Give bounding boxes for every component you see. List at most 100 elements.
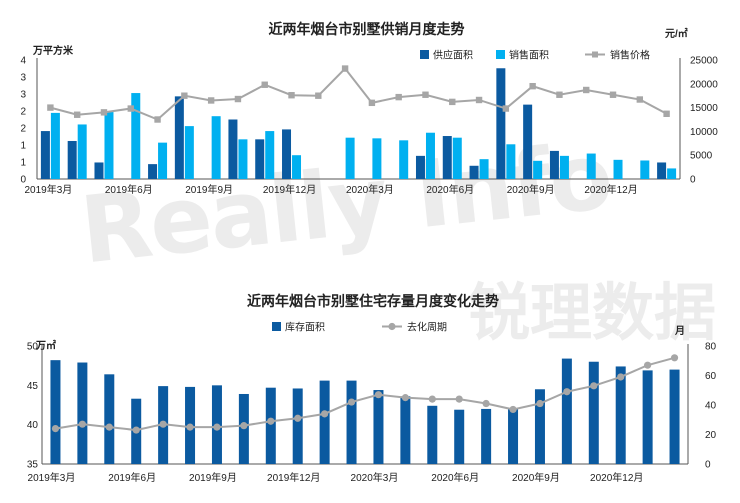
line-point xyxy=(261,81,268,88)
bar-sales xyxy=(158,142,168,179)
line-point xyxy=(154,116,161,123)
series-line xyxy=(50,67,668,121)
x-axis-tick-label: 2019年6月 xyxy=(108,471,156,484)
right-axis-unit: 月 xyxy=(674,325,685,337)
line-point xyxy=(590,382,598,390)
bar-inventory xyxy=(265,387,276,464)
right-axis-tick-label: 60 xyxy=(705,371,717,382)
line-point xyxy=(609,91,617,98)
line-point xyxy=(288,92,295,99)
bar-supply xyxy=(67,140,77,179)
line-point xyxy=(159,420,167,428)
line-point xyxy=(449,98,456,106)
line-point xyxy=(374,391,383,399)
bar-sales xyxy=(613,159,623,179)
line-point xyxy=(455,395,463,403)
line-point xyxy=(395,93,402,101)
bar-supply xyxy=(549,150,559,179)
left-axis-tick-label: 4 xyxy=(20,56,26,67)
bar-sales xyxy=(184,126,194,179)
bar-inventory xyxy=(642,370,653,464)
right-axis-unit: 元/㎡ xyxy=(665,27,688,40)
chart-title: 近两年烟台市别墅供销月度走势 xyxy=(269,21,465,37)
bar-inventory xyxy=(508,408,519,464)
line-point xyxy=(644,361,652,369)
x-axis-tick-label: 2019年6月 xyxy=(105,183,153,196)
x-axis-tick-label: 2020年3月 xyxy=(351,471,399,484)
bar-sales xyxy=(345,137,355,179)
line-point xyxy=(341,65,349,72)
line-point xyxy=(563,388,571,396)
bar-sales xyxy=(452,137,462,179)
bar-sales xyxy=(425,132,435,179)
series-line xyxy=(55,356,675,432)
legend-label: 销售面积 xyxy=(509,49,549,62)
line-point xyxy=(294,414,302,422)
left-axis-unit: 万平方米 xyxy=(32,44,74,57)
line-point xyxy=(207,97,215,104)
bar-supply xyxy=(40,131,50,179)
bar-supply xyxy=(255,139,265,179)
line-point xyxy=(105,423,113,431)
left-axis-tick-label: 35 xyxy=(27,460,39,471)
legend-label: 去化周期 xyxy=(407,321,447,334)
bar-supply xyxy=(282,129,292,179)
bar-inventory xyxy=(104,374,115,464)
line-point xyxy=(51,425,60,433)
right-axis-tick-label: 80 xyxy=(705,342,717,353)
left-axis-tick-label: 50 xyxy=(27,342,39,353)
left-axis-tick-label: 2 xyxy=(20,124,26,135)
line-point xyxy=(617,373,625,381)
line-point xyxy=(132,426,140,434)
line-point xyxy=(529,82,536,90)
x-axis-tick-label: 2019年9月 xyxy=(189,471,237,484)
bar-sales xyxy=(640,160,650,179)
bar-sales xyxy=(399,140,409,179)
left-axis-tick-label: 3 xyxy=(20,90,26,101)
legend-marker xyxy=(592,51,598,58)
left-axis-unit: 万㎡ xyxy=(35,339,56,352)
x-axis-tick-label: 2019年12月 xyxy=(267,471,320,484)
x-axis-tick-label: 2020年12月 xyxy=(584,183,637,196)
right-axis-tick-label: 5000 xyxy=(690,151,713,162)
bar-supply xyxy=(657,162,667,179)
bar-inventory xyxy=(534,389,545,464)
bar-supply xyxy=(496,68,506,179)
x-axis-tick-label: 2020年9月 xyxy=(507,183,555,196)
bar-supply xyxy=(94,162,104,179)
x-axis-tick-label: 2020年6月 xyxy=(426,183,474,196)
bar-inventory xyxy=(454,409,465,464)
line-point xyxy=(368,99,376,107)
right-axis-tick-label: 10000 xyxy=(690,127,718,138)
line-point xyxy=(502,105,510,112)
bar-sales xyxy=(667,168,677,179)
bar-supply xyxy=(228,119,238,179)
bar-inventory xyxy=(481,408,492,464)
line-point xyxy=(267,417,275,425)
bar-inventory xyxy=(319,380,330,464)
bar-supply xyxy=(415,155,425,179)
line-point xyxy=(347,398,356,406)
line-point xyxy=(401,394,409,402)
right-axis-tick-label: 40 xyxy=(705,401,717,412)
line-point xyxy=(78,420,86,428)
bar-inventory xyxy=(346,380,357,464)
bar-supply xyxy=(469,165,479,179)
line-point xyxy=(670,354,679,362)
line-point xyxy=(583,86,590,94)
bar-sales xyxy=(104,111,114,179)
bar-supply xyxy=(442,136,452,179)
line-point xyxy=(213,423,221,431)
bar-supply xyxy=(174,96,184,179)
bar-inventory xyxy=(373,390,384,464)
x-axis-tick-label: 2020年12月 xyxy=(590,471,643,484)
line-point xyxy=(422,91,429,98)
bar-inventory xyxy=(615,366,626,464)
x-axis-tick-label: 2020年3月 xyxy=(346,183,394,196)
bar-sales xyxy=(77,124,87,179)
bar-sales xyxy=(238,139,248,179)
line-point xyxy=(536,399,544,408)
